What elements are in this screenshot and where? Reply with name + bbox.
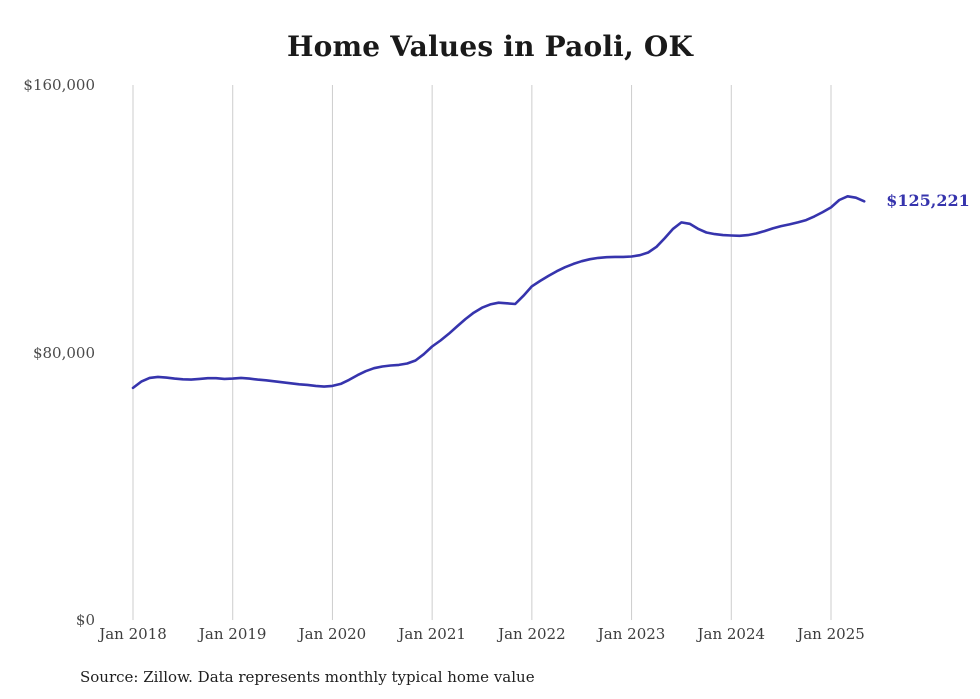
x-tick-label: Jan 2020 <box>298 625 367 643</box>
home-value-line-series <box>131 195 866 390</box>
x-tick-label: Jan 2023 <box>597 625 666 643</box>
x-tick-label: Jan 2018 <box>99 625 167 643</box>
x-tick-label: Jan 2021 <box>398 625 466 643</box>
gridline-group <box>132 85 832 620</box>
chart-title: Home Values in Paoli, OK <box>286 30 694 63</box>
y-tick-label: $0 <box>75 611 95 629</box>
y-tick-label: $80,000 <box>32 343 95 362</box>
x-tick-label: Jan 2019 <box>198 625 267 643</box>
x-tick-label: Jan 2022 <box>498 625 566 643</box>
x-tick-label: Jan 2025 <box>797 625 865 643</box>
source-note: Source: Zillow. Data represents monthly … <box>80 668 535 686</box>
y-tick-label: $160,000 <box>23 76 95 94</box>
current-value-label: $125,221 <box>886 191 970 211</box>
x-tick-label: Jan 2024 <box>697 625 766 643</box>
